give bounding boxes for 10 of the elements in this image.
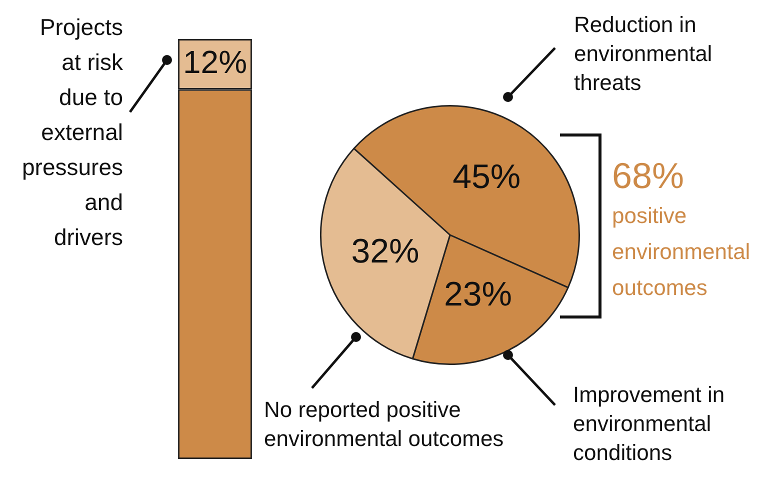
slice-label: Reduction in environmental threats	[574, 11, 714, 97]
data-label: 12%	[182, 44, 248, 80]
data-label: 45%	[452, 158, 521, 196]
text: 68%	[612, 155, 684, 197]
text: positive environmental outcomes	[612, 202, 752, 302]
slice-label: Improvement in environmental conditions	[573, 381, 726, 467]
text: Projects at risk due to external pressures and drivers	[21, 13, 123, 252]
data-label: 23%	[444, 275, 512, 314]
slice-label: No reported positive environmental outcomes	[264, 396, 505, 453]
data-label: 32%	[351, 232, 420, 270]
